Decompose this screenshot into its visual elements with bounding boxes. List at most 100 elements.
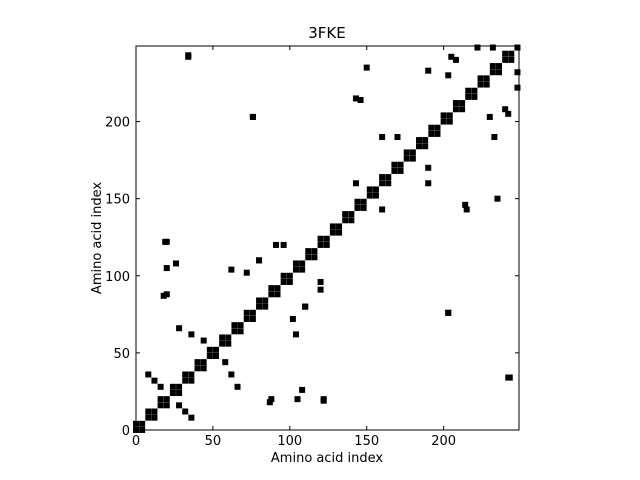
contact-point <box>425 67 432 74</box>
contact-point <box>440 118 447 125</box>
contact-point <box>445 309 452 316</box>
contact-point <box>311 248 318 255</box>
contact-point <box>440 112 447 119</box>
contact-point <box>397 161 404 168</box>
contact-point <box>397 167 404 174</box>
contact-point <box>194 359 201 366</box>
contact-point <box>446 112 453 119</box>
contact-point <box>234 383 241 390</box>
contact-point <box>292 266 299 273</box>
contact-point <box>354 204 361 211</box>
contact-point <box>416 137 423 144</box>
contact-point <box>502 106 509 113</box>
contact-point <box>505 374 512 381</box>
x-tick-label: 100 <box>277 434 302 449</box>
contact-point <box>299 260 306 267</box>
contact-point <box>262 303 269 310</box>
contact-point <box>272 241 279 248</box>
contact-point <box>262 297 269 304</box>
contact-point <box>459 100 466 107</box>
contact-point <box>157 396 164 403</box>
contact-point <box>360 204 367 211</box>
contact-point <box>256 297 263 304</box>
contact-point <box>379 180 386 187</box>
contact-point <box>268 291 275 298</box>
contact-point <box>465 93 472 100</box>
contact-point <box>425 164 432 171</box>
contact-point <box>483 75 490 82</box>
y-tick-label: 150 <box>105 193 130 208</box>
contact-point <box>212 352 219 359</box>
contact-point <box>243 269 250 276</box>
contact-point <box>231 322 238 329</box>
contact-point <box>151 377 158 384</box>
contact-point <box>317 286 324 293</box>
contact-point <box>336 223 343 230</box>
contact-point <box>182 371 189 378</box>
contact-point <box>212 346 219 353</box>
contact-point <box>163 265 170 272</box>
contact-point <box>151 408 158 415</box>
contact-point <box>200 359 207 366</box>
contact-point <box>305 248 312 255</box>
x-axis-label: Amino acid index <box>271 451 383 466</box>
contact-point <box>452 56 459 63</box>
contact-point <box>502 50 509 57</box>
contact-point <box>188 371 195 378</box>
contact-point <box>434 130 441 137</box>
contact-point <box>206 352 213 359</box>
contact-point <box>268 396 275 403</box>
contact-point <box>379 206 386 213</box>
contact-point <box>176 402 183 409</box>
contact-point <box>477 75 484 82</box>
contact-point <box>372 192 379 199</box>
contact-point <box>465 87 472 94</box>
contact-point <box>311 254 318 261</box>
contact-point <box>268 285 275 292</box>
contact-point <box>329 229 336 236</box>
contact-point <box>163 238 170 245</box>
contact-point <box>494 195 501 202</box>
contact-point <box>445 72 452 79</box>
contact-point <box>403 155 410 162</box>
chart-title: 3FKE <box>308 24 346 42</box>
contact-point <box>323 241 330 248</box>
contact-point <box>256 257 263 264</box>
contact-point <box>489 44 496 51</box>
contact-point <box>139 420 146 427</box>
contact-point <box>352 180 359 187</box>
contact-point <box>505 110 512 117</box>
contact-point <box>323 235 330 242</box>
contact-point <box>231 328 238 335</box>
contact-point <box>286 278 293 285</box>
contact-point <box>385 180 392 187</box>
contact-point <box>176 383 183 390</box>
contact-point <box>477 81 484 88</box>
contact-point <box>237 328 244 335</box>
contact-point <box>243 309 250 316</box>
contact-point <box>243 315 250 322</box>
contact-point <box>294 396 301 403</box>
contact-point <box>274 291 281 298</box>
contact-point <box>317 241 324 248</box>
contact-point <box>502 56 509 63</box>
contact-point <box>176 389 183 396</box>
contact-point <box>483 81 490 88</box>
contact-point <box>302 303 309 310</box>
contact-point <box>366 192 373 199</box>
contact-point <box>452 100 459 107</box>
contact-point <box>385 174 392 181</box>
contact-point <box>508 56 515 63</box>
contact-point <box>228 371 235 378</box>
y-axis-label: Amino acid index <box>90 182 105 294</box>
x-tick-label: 50 <box>205 434 222 449</box>
contact-point <box>194 365 201 372</box>
y-tick-label: 50 <box>113 347 130 362</box>
contact-point <box>188 414 195 421</box>
contact-point <box>489 63 496 70</box>
contact-point <box>422 143 429 150</box>
contact-point <box>428 124 435 131</box>
contact-point <box>448 53 455 60</box>
contact-point <box>514 69 521 76</box>
